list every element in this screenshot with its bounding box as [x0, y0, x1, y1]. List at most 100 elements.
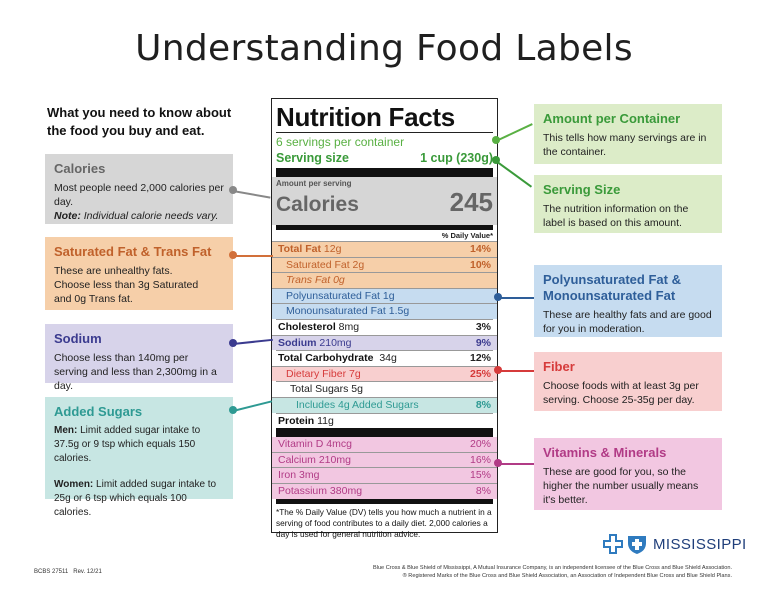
calcium-dv: 16% [469, 453, 491, 466]
nf-title: Nutrition Facts [276, 102, 455, 132]
poly-fat-row: Polyunsaturated Fat 1g [272, 287, 497, 304]
sat-fat-box: Saturated Fat & Trans Fat These are unhe… [45, 237, 233, 310]
total-fat-amount: 12g [320, 243, 342, 255]
poly-box: Polyunsaturated Fat & Monounsaturated Fa… [534, 265, 722, 337]
sodium-box-body: Choose less than 140mg per serving and l… [54, 352, 217, 392]
amount-box-body: This tells how many servings are in the … [543, 132, 707, 158]
sodium-box-title: Sodium [54, 331, 102, 346]
poly-box-body: These are healthy fats and are good for … [543, 309, 712, 335]
intro-text: What you need to know about the food you… [47, 105, 232, 138]
vitamin-d-name: Vitamin D 4mcg [278, 438, 352, 451]
connector-dot-sat-fat [229, 251, 237, 259]
blue-cross-icon [603, 534, 623, 554]
cholesterol-dv: 3% [475, 320, 491, 333]
amount-box-title: Amount per Container [543, 111, 681, 126]
thick-divider-2 [276, 428, 493, 438]
connector-dot-amount [492, 136, 500, 144]
calories-row: Calories 245 [276, 187, 493, 218]
connector-added-sugars [232, 400, 272, 412]
connector-dot-vitamins [494, 459, 502, 467]
calcium-name: Calcium 210mg [278, 453, 351, 466]
connector-calories [232, 190, 271, 199]
fiber-box: Fiber Choose foods with at least 3g per … [534, 352, 722, 411]
cholesterol-name: Cholesterol [278, 320, 336, 333]
trans-fat-name: Trans Fat 0g [286, 274, 345, 287]
cholesterol-amount: 8mg [335, 320, 360, 333]
connector-poly [498, 297, 534, 299]
divider [276, 132, 493, 133]
footnote: *The % Daily Value (DV) tells you how mu… [276, 506, 492, 539]
carbs-name: Total Carbohydrate [278, 352, 374, 365]
calories-note-label: Note: [54, 210, 81, 222]
vitamins-box-body: These are good for you, so the higher th… [543, 466, 699, 506]
iron-name: Iron 3mg [278, 469, 320, 482]
calories-value: 245 [449, 187, 493, 217]
sodium-amount: 210mg [316, 336, 352, 349]
thick-divider [276, 168, 493, 177]
fiber-box-body: Choose foods with at least 3g per servin… [543, 380, 699, 406]
potassium-dv: 8% [475, 484, 491, 497]
calories-box-body: Most people need 2,000 calories per day.… [54, 181, 224, 223]
calories-box-text: Most people need 2,000 calories per day. [54, 182, 224, 208]
calories-section: Amount per serving Calories 245 [272, 177, 497, 225]
fiber-name: Dietary Fiber 7g [286, 367, 361, 380]
amount-box: Amount per Container This tells how many… [534, 104, 722, 164]
connector-dot-poly [494, 293, 502, 301]
fiber-row: Dietary Fiber 7g 25% [272, 365, 497, 382]
sat-fat-name: Saturated Fat 2g [286, 258, 365, 271]
legal-line-1: Blue Cross & Blue Shield of Mississippi,… [372, 565, 732, 571]
carbs-amount: 34g [373, 352, 397, 365]
added-sugars-box-title: Added Sugars [54, 404, 143, 419]
document-code: BCBS 27511 Rev. 12/21 [34, 569, 102, 575]
total-fat-dv: 14% [469, 243, 491, 255]
mono-fat-row: Monounsaturated Fat 1.5g [272, 303, 497, 319]
connector-dot-calories [229, 186, 237, 194]
trans-fat-row: Trans Fat 0g [272, 272, 497, 288]
vitamin-d-dv: 20% [469, 438, 491, 451]
total-fat-row: Total Fat 12g 14% [272, 241, 497, 257]
sugars-name: Total Sugars 5g [290, 383, 363, 396]
protein-amount: 11g [314, 414, 334, 427]
potassium-row: Potassium 380mg 8% [272, 482, 497, 499]
cholesterol-row: Cholesterol 8mg 3% [276, 318, 493, 335]
medium-divider [276, 225, 493, 230]
legal-text: Blue Cross & Blue Shield of Mississippi,… [373, 565, 732, 580]
iron-row: Iron 3mg 15% [272, 467, 497, 483]
calories-box: Calories Most people need 2,000 calories… [45, 154, 233, 224]
added-sugars-dv: 8% [475, 398, 491, 411]
added-sugars-women: Women: Limit added sugar intake to 25g o… [54, 478, 224, 520]
connector-dot-fiber [494, 366, 502, 374]
fiber-dv: 25% [469, 367, 491, 380]
connector-amount [495, 123, 533, 142]
iron-dv: 15% [469, 469, 491, 482]
brand-logo: MISSISSIPPI [602, 534, 747, 554]
connector-dot-sodium [229, 339, 237, 347]
serving-box-body: The nutrition information on the label i… [543, 203, 689, 229]
serving-box-title: Serving Size [543, 182, 621, 197]
connector-dot-serving [492, 156, 500, 164]
calories-note: Individual calorie needs vary. [80, 210, 219, 222]
sat-fat-row: Saturated Fat 2g 10% [272, 256, 497, 273]
men-text: Limit added sugar intake to 37.5g or 9 t… [54, 425, 201, 464]
serving-size-value: 1 cup (230g) [420, 151, 493, 165]
men-label: Men: [54, 425, 78, 436]
connector-sodium [232, 338, 273, 345]
poly-fat-name: Polyunsaturated Fat 1g [286, 289, 395, 302]
serving-size-label: Serving size [276, 151, 349, 165]
connector-vitamins [498, 463, 534, 465]
nutrition-facts-label: Nutrition Facts 6 servings per container… [271, 98, 498, 539]
protein-row: Protein 11g [276, 412, 493, 429]
mono-fat-name: Monounsaturated Fat 1.5g [286, 305, 410, 318]
added-sugars-box: Added Sugars Men: Limit added sugar inta… [45, 397, 233, 518]
protein-name: Protein [278, 414, 315, 427]
sodium-box: Sodium Choose less than 140mg per servin… [45, 324, 233, 392]
sat-fat-box-title: Saturated Fat & Trans Fat [54, 244, 212, 259]
connector-serving [495, 160, 533, 188]
sat-fat-dv: 10% [469, 258, 491, 271]
brand-name: MISSISSIPPI [653, 535, 747, 553]
potassium-name: Potassium 380mg [278, 484, 363, 497]
added-sugars-men: Men: Limit added sugar intake to 37.5g o… [54, 424, 224, 466]
added-sugars-row: Includes 4g Added Sugars 8% [272, 396, 497, 413]
medium-divider-2 [276, 498, 493, 504]
calcium-row: Calcium 210mg 16% [272, 451, 497, 468]
